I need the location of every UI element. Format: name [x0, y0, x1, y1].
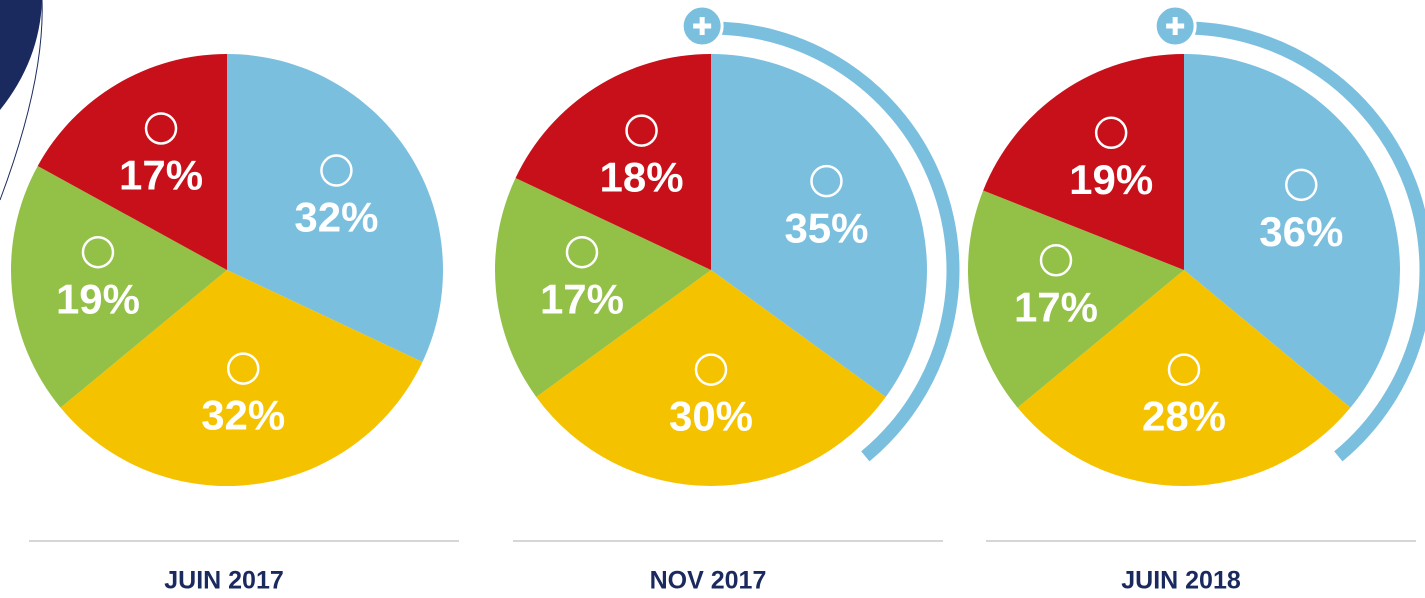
plus-sign: [1166, 17, 1185, 36]
slice-icon: [810, 164, 843, 198]
value-label: 28%: [1142, 393, 1226, 440]
pie-slice: [37, 54, 227, 270]
slice-icon: [565, 235, 599, 269]
slice-icon: [1285, 168, 1318, 202]
chart-title: JUIN 2018: [1121, 567, 1241, 595]
slice-icon: [226, 352, 260, 385]
pie-slice: [60, 270, 423, 487]
value-label: 19%: [1069, 156, 1153, 203]
corner-line: [0, 0, 43, 201]
pie-slice: [11, 165, 227, 408]
slice-icon: [1039, 244, 1073, 277]
value-label: 18%: [600, 154, 684, 201]
chart-title: JUIN 2017: [164, 567, 284, 595]
value-label: 35%: [784, 204, 868, 251]
slice-icon: [1094, 116, 1128, 150]
value-label: 30%: [669, 393, 753, 440]
slice-icon: [144, 112, 178, 145]
slice-icon: [625, 114, 658, 147]
value-label: 17%: [540, 275, 624, 322]
growth-arc: [1174, 21, 1425, 462]
value-label: 17%: [1014, 283, 1098, 330]
pie-slice: [536, 270, 886, 486]
value-label: 32%: [294, 194, 378, 241]
value-label: 17%: [119, 152, 203, 199]
chart-title: NOV 2017: [650, 567, 767, 595]
pie-slice: [515, 54, 711, 270]
pie-slice: [711, 54, 927, 397]
pie-slice: [967, 190, 1184, 408]
pie-slice: [983, 54, 1184, 270]
plus-sign: [693, 17, 712, 36]
corner-shape: [0, 0, 42, 110]
pie-slice: [227, 54, 443, 362]
pie-slice: [1184, 54, 1400, 408]
slice-icon: [1167, 353, 1201, 386]
pie-slice: [1017, 270, 1351, 487]
value-label: 36%: [1259, 208, 1343, 255]
value-label: 19%: [56, 275, 140, 322]
value-label: 32%: [201, 392, 285, 439]
slice-icon: [694, 353, 728, 386]
slice-icon: [320, 154, 353, 187]
slice-icon: [81, 235, 115, 269]
growth-arc: [701, 21, 960, 462]
pie-slice: [494, 178, 711, 397]
